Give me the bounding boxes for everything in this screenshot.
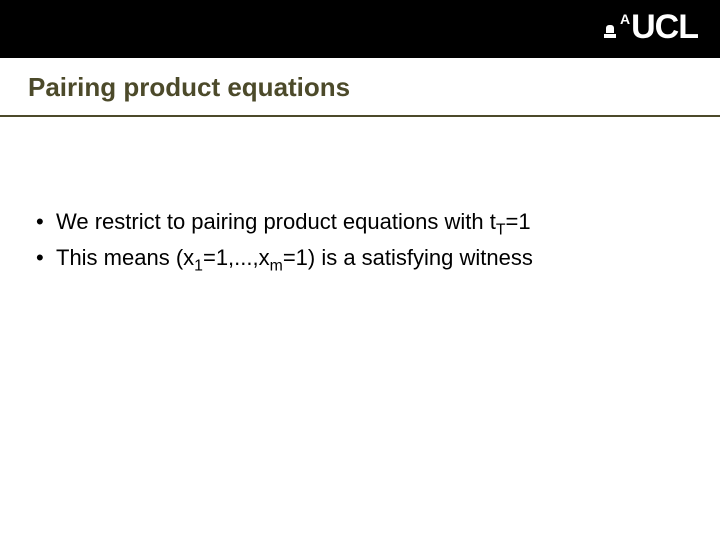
bullet-marker: • (34, 207, 56, 237)
title-bar: Pairing product equations (0, 58, 720, 115)
logo-text: A UCL (620, 10, 698, 44)
logo-main-text: UCL (631, 10, 698, 44)
bullet-item: • This means (x1=1,...,xm=1) is a satisf… (34, 243, 686, 273)
logo-dome-icon (604, 25, 616, 38)
bullet-text: We restrict to pairing product equations… (56, 207, 686, 237)
logo-superscript: A (620, 12, 630, 26)
ucl-logo: A UCL (604, 10, 698, 44)
bullet-marker: • (34, 243, 56, 273)
bullet-text: This means (x1=1,...,xm=1) is a satisfyi… (56, 243, 686, 273)
slide-content: • We restrict to pairing product equatio… (0, 117, 720, 272)
slide-title: Pairing product equations (28, 72, 692, 103)
header-bar: A UCL (0, 0, 720, 58)
bullet-item: • We restrict to pairing product equatio… (34, 207, 686, 237)
